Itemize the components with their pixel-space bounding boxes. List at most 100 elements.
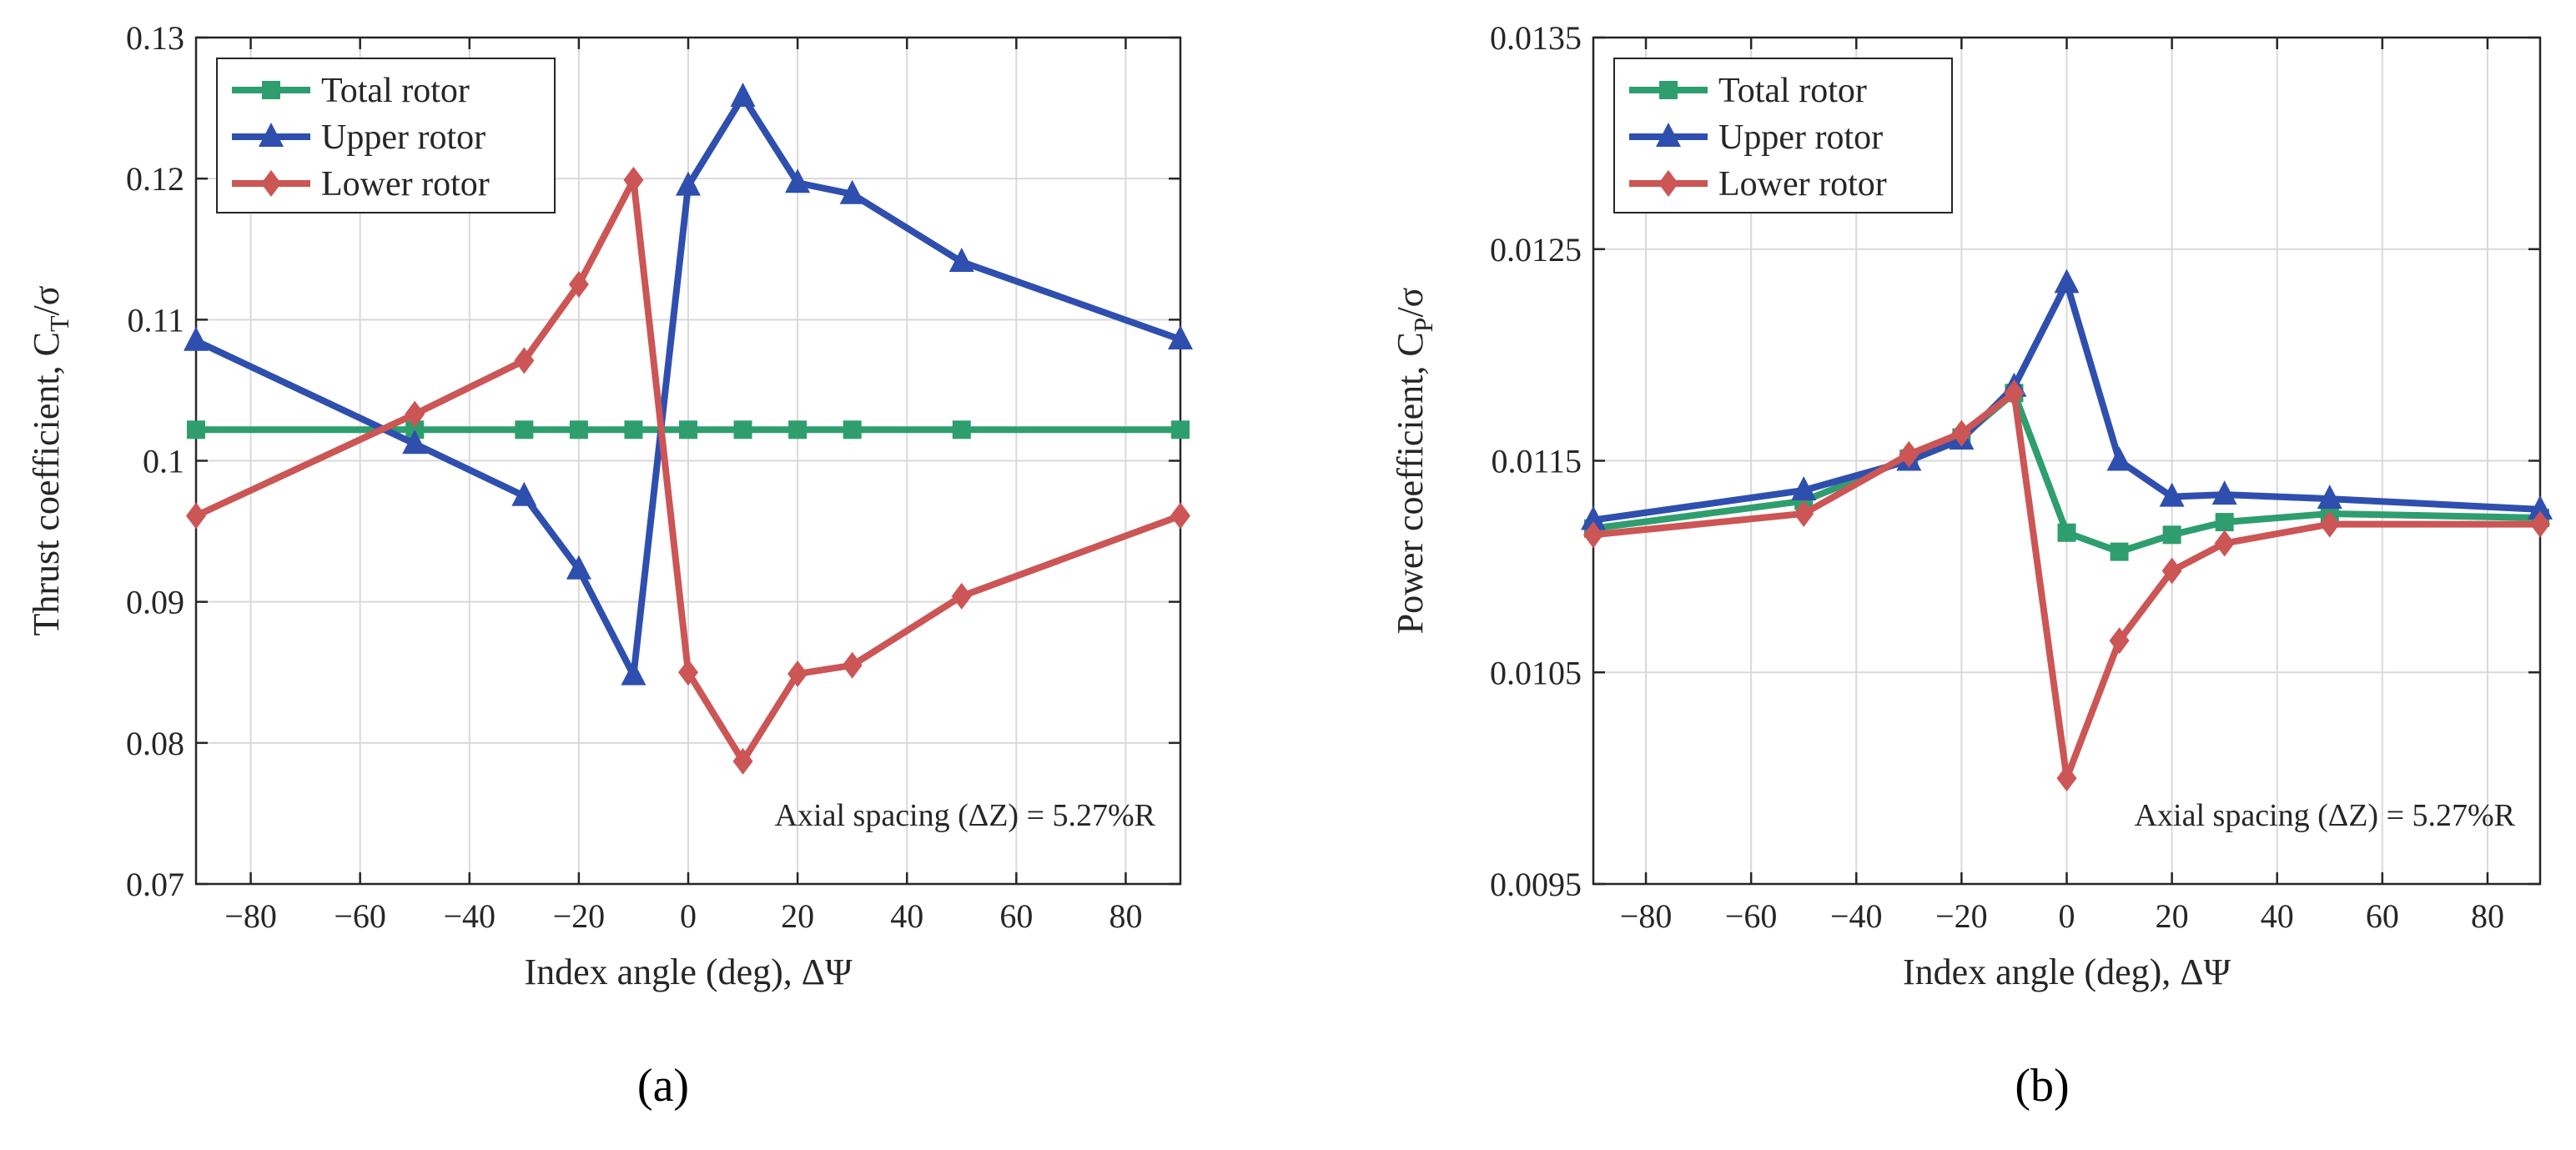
y-tick-label: 0.0105: [1490, 654, 1582, 691]
series-total-rotor: [187, 420, 1190, 439]
y-tick-label: 0.0115: [1491, 443, 1582, 480]
data-point: [1171, 420, 1190, 439]
data-point: [624, 420, 643, 439]
data-point: [1583, 521, 1603, 549]
legend-label: Total rotor: [1718, 72, 1867, 110]
data-point: [676, 171, 701, 196]
legend-marker: [261, 170, 281, 197]
data-point: [568, 271, 589, 299]
series-lower-rotor: [186, 166, 1190, 775]
chart-panel-b: −80 −60 −40 −20 0 20 40 60 80 0.0095 0.0105 0.0115 0…: [1390, 19, 2553, 1112]
x-axis-title: Index angle (deg), ΔΨ: [1903, 952, 2231, 992]
data-point: [511, 481, 537, 506]
data-point: [1791, 476, 1817, 501]
y-tick-label: 0.12: [126, 160, 184, 198]
data-point: [2109, 627, 2130, 655]
data-point: [2319, 510, 2340, 538]
data-point: [788, 420, 808, 439]
x-tick-label: −60: [334, 897, 386, 935]
x-tick-label: 60: [2366, 897, 2399, 935]
y-axis-title-main: Thrust coefficient, C: [26, 332, 67, 636]
data-point: [186, 502, 206, 530]
y-tick-label: 0.11: [127, 301, 184, 339]
data-point: [2211, 480, 2237, 505]
data-point: [1794, 500, 1814, 527]
data-point: [733, 420, 752, 439]
data-point: [402, 429, 428, 454]
legend-marker: [262, 81, 280, 99]
data-point: [621, 660, 647, 685]
y-axis-title-main: Power coefficient, C: [1390, 332, 1431, 634]
series-upper-rotor: [184, 83, 1193, 685]
data-point: [623, 166, 644, 193]
data-point: [514, 347, 535, 374]
x-tick-label: −20: [1935, 897, 1988, 935]
legend-marker: [1658, 170, 1678, 197]
data-point: [842, 651, 863, 679]
ticks: −80 −60 −40 −20 0 20 40 60 80 0.07 0.08 0.09 0.1 0.11…: [126, 19, 1180, 935]
x-tick-label: 20: [2156, 897, 2189, 935]
data-point: [2161, 557, 2182, 585]
data-point: [843, 420, 862, 439]
data-point: [2214, 530, 2235, 557]
y-tick-label: 0.07: [126, 866, 184, 903]
x-tick-label: 40: [2261, 897, 2294, 935]
legend: Total rotor Upper rotor Lower rotor: [216, 58, 556, 213]
y-axis-title-subscript: P: [1408, 318, 1438, 333]
data-point: [2054, 269, 2080, 294]
x-tick-label: 20: [781, 897, 814, 935]
data-point: [785, 168, 811, 193]
data-point: [515, 420, 534, 439]
legend-label: Lower rotor: [1718, 165, 1887, 203]
data-point: [1170, 502, 1190, 530]
data-point: [678, 659, 698, 686]
data-point: [569, 420, 588, 439]
y-axis-title: Thrust coefficient, CT/σ: [26, 285, 74, 635]
legend-label: Upper rotor: [321, 118, 486, 157]
x-axis-title: Index angle (deg), ΔΨ: [524, 952, 853, 992]
data-point: [2162, 525, 2181, 545]
data-point: [1951, 419, 1972, 447]
x-tick-label: 80: [1109, 897, 1142, 935]
data-point: [2004, 379, 2025, 407]
data-point: [952, 420, 971, 439]
data-point: [839, 179, 865, 204]
y-axis-title: Power coefficient, CP/σ: [1390, 287, 1438, 634]
x-tick-label: −40: [1830, 897, 1883, 935]
annotation: Axial spacing (ΔZ) = 5.27%R: [775, 798, 1156, 833]
legend-marker: [1659, 81, 1678, 99]
data-point: [1899, 440, 1919, 468]
data-point: [2056, 765, 2077, 792]
legend-label: Upper rotor: [1718, 118, 1883, 157]
data-point: [1168, 325, 1193, 350]
chart-panel-a: −80 −60 −40 −20 0 20 40 60 80 0.07 0.08 0.09 0.1 0.11…: [26, 19, 1193, 1112]
panel-label: (a): [637, 1060, 689, 1112]
data-point: [2215, 513, 2234, 532]
legend: Total rotor Upper rotor Lower rotor: [1613, 58, 1953, 213]
x-tick-label: −40: [443, 897, 496, 935]
data-point: [787, 660, 808, 687]
data-point: [2530, 510, 2550, 538]
x-tick-label: −80: [1620, 897, 1673, 935]
y-tick-label: 0.13: [126, 19, 184, 57]
data-point: [951, 582, 972, 610]
data-point: [2106, 446, 2132, 471]
data-point: [566, 555, 591, 580]
data-point: [679, 420, 697, 439]
legend-marker: [259, 123, 284, 147]
data-point: [1581, 505, 1606, 530]
y-tick-label: 0.0125: [1490, 231, 1582, 269]
data-point: [2528, 495, 2553, 520]
y-axis-title-suffix: /σ: [26, 285, 67, 315]
ticks: −80 −60 −40 −20 0 20 40 60 80 0.0095 0.0105 0.0115 0…: [1490, 19, 2540, 935]
y-axis-title-suffix: /σ: [1390, 287, 1431, 317]
legend-label: Lower rotor: [321, 165, 490, 203]
legend-label: Total rotor: [321, 72, 470, 110]
data-point: [184, 326, 209, 351]
x-tick-label: 0: [680, 897, 697, 935]
y-tick-label: 0.0135: [1490, 19, 1582, 57]
data-point: [2317, 485, 2342, 510]
data-point: [732, 747, 753, 775]
y-axis-title-subscript: T: [44, 315, 74, 332]
